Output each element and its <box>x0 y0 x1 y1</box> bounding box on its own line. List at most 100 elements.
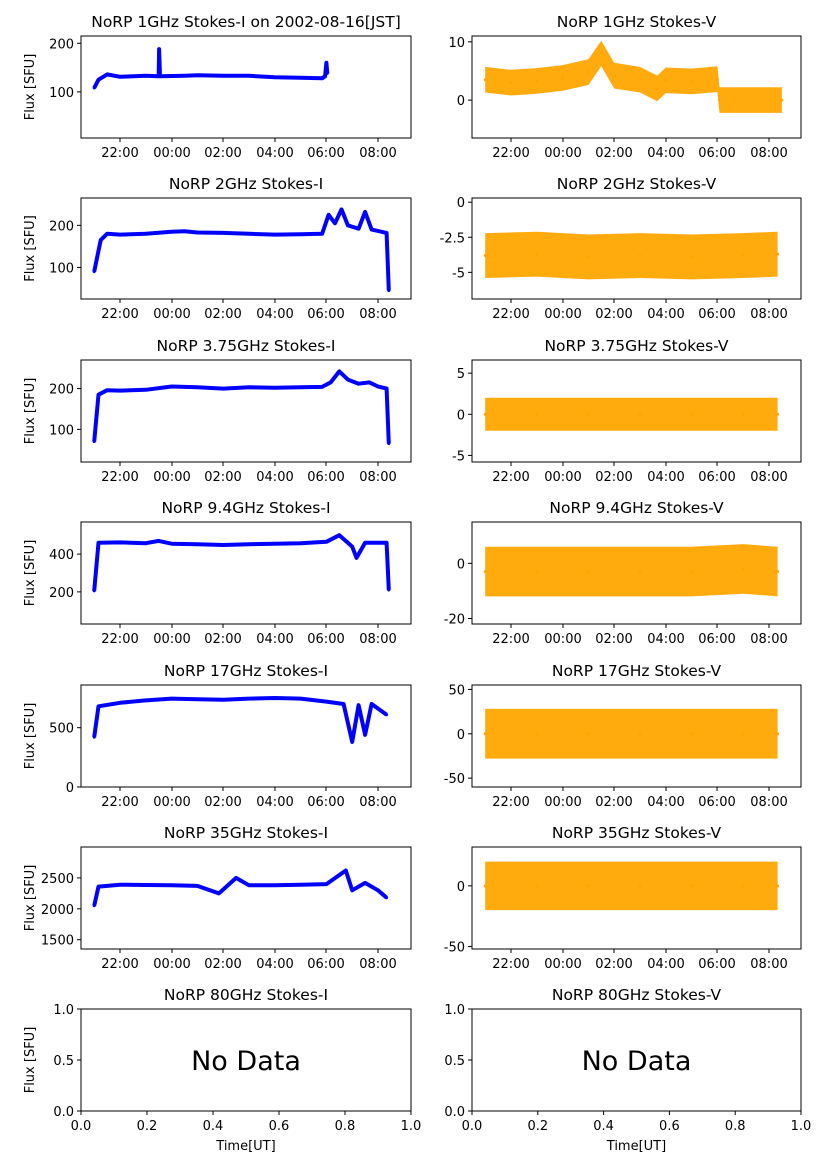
data-point <box>638 570 642 574</box>
data-point <box>357 703 361 707</box>
chart-title: NoRP 3.75GHz Stokes-I <box>157 337 336 355</box>
data-point <box>638 884 642 888</box>
y-tick-label: -5 <box>452 266 465 281</box>
data-point <box>690 732 694 736</box>
y-tick-label: -50 <box>444 941 465 956</box>
data-point <box>357 382 361 386</box>
chart-panel-6: NoRP 9.4GHz Stokes-I 200 400 22:00 00:00 02:0… <box>23 499 412 647</box>
data-point <box>299 76 303 80</box>
y-tick-label: 0.0 <box>444 1105 465 1120</box>
data-point <box>247 74 251 78</box>
data-point <box>370 702 374 706</box>
x-tick-label: 02:00 <box>204 957 241 972</box>
stokes-i-series <box>92 47 330 89</box>
x-tick-label: 06:00 <box>307 632 344 647</box>
plot-area <box>483 708 780 759</box>
x-tick-label: 00:00 <box>544 146 581 161</box>
data-point <box>299 697 303 701</box>
axes-frame <box>80 684 412 788</box>
x-tick-label: 06:00 <box>307 146 344 161</box>
data-point <box>99 238 103 242</box>
data-point <box>387 442 391 446</box>
x-tick-label: 0.6 <box>659 1119 680 1134</box>
y-tick-label: 0 <box>457 94 465 109</box>
data-point <box>92 86 96 90</box>
chart-panel-2: NoRP 2GHz Stokes-I 100 200 22:00 00:00 02:00 0… <box>23 175 412 322</box>
y-axis-label: Flux [SFU] <box>23 703 38 770</box>
y-tick-label: 10 <box>448 36 465 51</box>
data-point <box>509 81 513 85</box>
y-tick-label: -2.5 <box>440 231 465 246</box>
chart-title: NoRP 3.75GHz Stokes-V <box>544 337 728 355</box>
data-point <box>170 542 174 546</box>
stokes-v-band <box>485 397 778 431</box>
y-tick-label: 100 <box>49 86 74 101</box>
chart-panel-8: NoRP 17GHz Stokes-I 0 500 22:00 00:00 02:00 04… <box>23 662 412 810</box>
x-tick-label: 08:00 <box>750 632 787 647</box>
x-tick-label: 04:00 <box>647 146 684 161</box>
data-point <box>363 881 367 885</box>
axes-frame <box>80 846 412 950</box>
data-point <box>105 72 109 76</box>
x-tick-label: 0.4 <box>203 1119 224 1134</box>
data-point <box>586 732 590 736</box>
x-tick-label: 02:00 <box>595 795 632 810</box>
x-tick-label: 1.0 <box>401 1119 422 1134</box>
plot-area <box>483 861 780 911</box>
data-point <box>741 254 745 257</box>
y-tick-label: 200 <box>49 219 74 234</box>
x-tick-label: 04:00 <box>647 795 684 810</box>
data-point <box>92 440 96 444</box>
data-point <box>247 883 251 887</box>
data-point <box>273 696 277 700</box>
chart-title: NoRP 1GHz Stokes-V <box>557 13 717 31</box>
chart-panel-5: NoRP 3.75GHz Stokes-V 5 0 -5 22:00 00:00 02:00… <box>452 337 802 485</box>
x-tick-label: 0.8 <box>335 1119 356 1134</box>
x-tick-label: 00:00 <box>153 146 190 161</box>
y-tick-label: -50 <box>444 772 465 787</box>
data-point <box>92 904 96 908</box>
y-tick-label: 0 <box>457 196 465 211</box>
x-axis-label: Time[UT] <box>215 1139 275 1154</box>
data-point <box>535 884 539 888</box>
data-point <box>273 883 277 887</box>
chart-panel-4: NoRP 3.75GHz Stokes-I 100 200 22:00 00:00 02:… <box>23 337 412 485</box>
data-point <box>221 74 225 78</box>
chart-panel-10: NoRP 35GHz Stokes-I 1500 2000 2500 22:00 00:0… <box>23 824 412 972</box>
chart-panel-12: NoRP 80GHz Stokes-I No Data 0.0 0.5 1.0 0.0 0.… <box>23 986 421 1154</box>
data-point <box>350 888 354 892</box>
chart-title: NoRP 1GHz Stokes-I on 2002-08-16[JST] <box>91 13 401 31</box>
data-point <box>586 412 590 416</box>
x-tick-label: 04:00 <box>256 795 293 810</box>
chart-title: NoRP 9.4GHz Stokes-I <box>161 499 330 517</box>
data-point <box>325 71 329 75</box>
y-tick-label: 5 <box>457 367 465 382</box>
data-point <box>561 76 565 80</box>
axes-frame <box>80 521 412 625</box>
data-point <box>535 252 539 256</box>
data-point <box>638 732 642 736</box>
data-point <box>690 570 694 574</box>
chart-title: NoRP 17GHz Stokes-I <box>164 662 328 680</box>
x-tick-label: 22:00 <box>101 957 138 972</box>
data-point <box>483 732 487 736</box>
data-point <box>221 387 225 391</box>
y-tick-label: 200 <box>49 383 74 398</box>
y-tick-label: 0 <box>457 880 465 895</box>
y-tick-label: 100 <box>49 423 74 438</box>
x-tick-label: 1.0 <box>791 1119 812 1134</box>
data-point <box>483 78 487 82</box>
chart-panel-1: NoRP 1GHz Stokes-V 0 10 22:00 00:00 02:00 04:0… <box>448 13 802 161</box>
x-tick-label: 22:00 <box>492 146 529 161</box>
data-point <box>299 385 303 389</box>
x-tick-label: 22:00 <box>492 795 529 810</box>
data-point <box>535 570 539 574</box>
data-point <box>612 74 616 78</box>
data-point <box>144 74 148 78</box>
data-point <box>655 87 659 90</box>
data-point <box>97 885 100 889</box>
x-tick-label: 02:00 <box>204 470 241 485</box>
y-tick-label: 1.0 <box>53 1003 74 1018</box>
data-point <box>483 884 487 888</box>
x-tick-label: 04:00 <box>647 632 684 647</box>
